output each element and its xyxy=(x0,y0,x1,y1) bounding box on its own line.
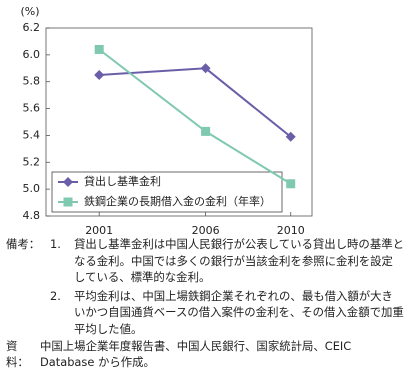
source-text: 中国上場企業年度報告書、中国人民銀行、国家統計局、CEIC Database か… xyxy=(40,338,352,370)
spacer xyxy=(0,288,50,338)
note-text: 貸出し基準金利は中国人民銀行が公表している貸出し時の基準となる金利。中国では多く… xyxy=(74,237,404,285)
x-tick-label: 2001 xyxy=(85,224,113,236)
legend-label: 貸出し基準金利 xyxy=(84,174,161,188)
series-line xyxy=(99,67,292,138)
marker-diamond xyxy=(94,70,105,80)
y-tick-label: 4.8 xyxy=(23,209,41,222)
x-tick-label: 2006 xyxy=(192,224,220,236)
y-tick-label: 6.0 xyxy=(23,48,41,61)
source-label: 資料： xyxy=(6,338,29,370)
y-tick-label: 5.8 xyxy=(23,75,41,88)
note-num: 1. xyxy=(50,237,61,251)
marker-square xyxy=(94,44,104,54)
y-tick-label: 6.2 xyxy=(23,21,41,34)
legend-box xyxy=(51,171,283,213)
page: {"chart_data": {"type": "line", "y_label… xyxy=(6,5,404,370)
notes: 備考： 1. 貸出し基準金利は中国人民銀行が公表している貸出し時の基準となる金利… xyxy=(0,236,410,371)
plot-frame xyxy=(45,27,313,217)
legend-marker xyxy=(63,177,73,187)
note-row: 備考： 1. 貸出し基準金利は中国人民銀行が公表している貸出し時の基準となる金利… xyxy=(0,236,410,286)
legend-marker xyxy=(63,197,73,207)
note-row: 2. 平均金利は、中国上場鉄鋼企業それぞれの、最も借入額が大きいかつ自国通貨ベー… xyxy=(0,288,410,338)
y-tick-label: 5.4 xyxy=(23,128,41,141)
legend-label: 鉄鋼企業の長期借入金の金利（年率） xyxy=(84,194,271,208)
y-tick-label: 5.6 xyxy=(23,102,41,115)
note-text: 平均金利は、中国上場鉄鋼企業それぞれの、最も借入額が大きいかつ自国通貨ベースの借… xyxy=(74,288,404,336)
x-tick-label: 2010 xyxy=(277,224,305,236)
marker-square xyxy=(286,179,296,189)
notes-label: 備考： xyxy=(6,237,41,251)
chart: (%) 4.8 5.0 5.2 5.4 5.6 5.8 6.0 6.2 2001 2006 2010… xyxy=(20,5,313,236)
y-tick-label: 5.0 xyxy=(23,182,41,195)
marker-diamond xyxy=(285,131,296,142)
y-tick-label: 5.2 xyxy=(23,155,41,168)
y-axis-label: (%) xyxy=(20,5,39,18)
note-num: 2. xyxy=(50,288,61,303)
source-row: 資料： 中国上場企業年度報告書、中国人民銀行、国家統計局、CEIC Databa… xyxy=(0,338,410,371)
marker-square xyxy=(201,126,211,136)
marker-diamond xyxy=(200,63,211,74)
